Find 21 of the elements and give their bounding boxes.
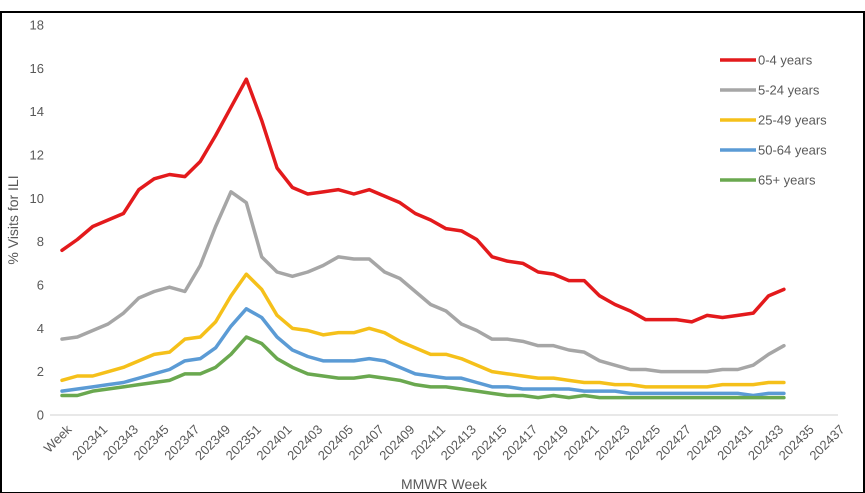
line-series xyxy=(60,272,786,389)
y-tick-label: 4 xyxy=(36,320,44,336)
y-axis-title: % Visits for ILI xyxy=(5,175,21,265)
legend-label: 50-64 years xyxy=(758,142,828,158)
y-tick-label: 2 xyxy=(36,364,44,380)
y-tick-label: 0 xyxy=(36,408,44,423)
x-axis-title: MMWR Week xyxy=(400,476,488,492)
line-series xyxy=(60,335,786,400)
y-tick-label: 12 xyxy=(30,148,44,163)
y-tick-label: 18 xyxy=(30,18,44,33)
y-tick-label: 8 xyxy=(36,234,44,250)
legend-label: 5-24 years xyxy=(758,82,820,98)
line-series xyxy=(60,190,786,374)
legend-label: 0-4 years xyxy=(758,52,813,68)
y-tick-label: 10 xyxy=(30,190,44,206)
y-tick-label: 6 xyxy=(36,278,44,293)
line-series xyxy=(60,307,786,398)
y-tick-label: 14 xyxy=(30,104,44,120)
y-tick-label: 16 xyxy=(30,60,44,76)
legend-label: 65+ years xyxy=(758,172,816,188)
legend-label: 25-49 years xyxy=(758,112,828,128)
